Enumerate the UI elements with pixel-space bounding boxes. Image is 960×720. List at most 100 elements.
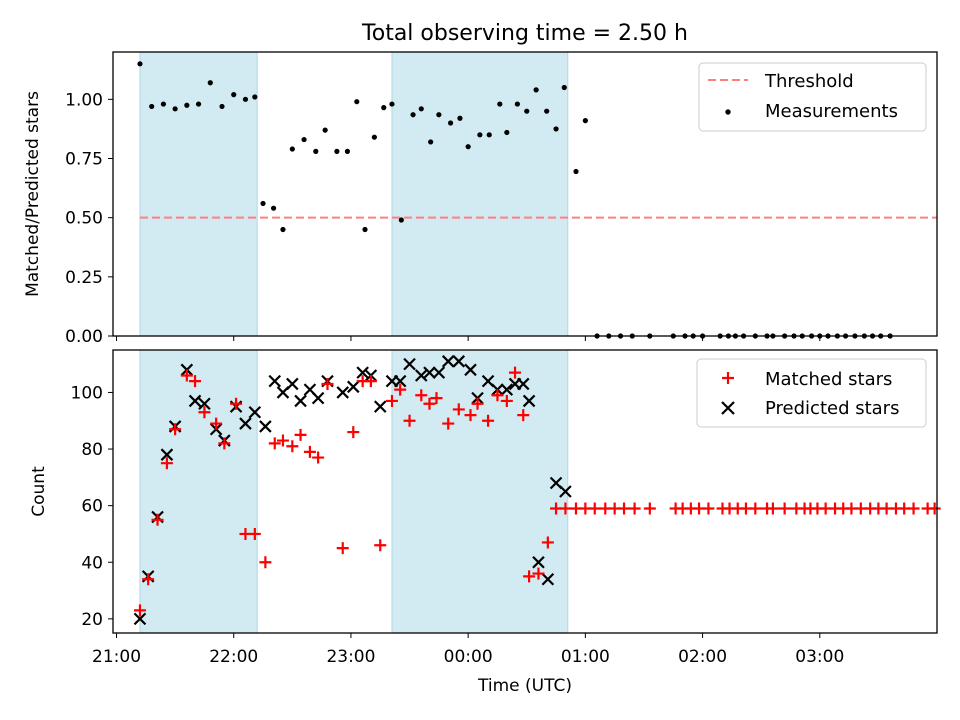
matched-star-marker xyxy=(509,366,522,379)
matched-star-marker xyxy=(532,567,545,580)
measurement-point xyxy=(149,103,155,110)
top-legend-box xyxy=(698,62,927,132)
predicted-star-marker xyxy=(452,355,466,368)
matched-star-marker xyxy=(230,397,243,410)
matched-star-marker xyxy=(588,502,601,515)
measurement-point xyxy=(486,132,492,138)
matched-star-marker xyxy=(749,502,762,515)
bottom-legend-box xyxy=(696,358,927,428)
measurement-point xyxy=(524,108,530,114)
bottom-legend: Matched stars Predicted stars xyxy=(696,358,927,428)
measurement-point xyxy=(207,80,213,86)
measurement-point xyxy=(301,136,307,143)
matched-star-marker xyxy=(364,375,377,388)
top-axes-frame xyxy=(112,51,938,337)
matched-star-marker xyxy=(464,409,477,422)
x-tick-label: 01:00 xyxy=(561,647,610,667)
matched-star-marker xyxy=(259,556,272,569)
top-y-axis-label: Matched/Predicted stars xyxy=(23,91,43,297)
predicted-star-marker xyxy=(522,394,536,408)
top-shaded-intervals xyxy=(139,51,569,337)
measurement-point xyxy=(447,120,454,126)
matched-star-marker xyxy=(643,502,656,515)
x-axis-label: Time (UTC) xyxy=(477,676,572,696)
measurement-point xyxy=(553,126,559,132)
matched-star-marker xyxy=(471,397,484,410)
predicted-star-marker xyxy=(464,363,477,377)
matched-star-marker xyxy=(248,527,261,540)
x-tick-label: 22:00 xyxy=(209,647,258,667)
matched-star-marker xyxy=(218,437,231,450)
top-panel-ratio: 0.00 0.25 0.50 0.75 1.00 Matched/Predicted s… xyxy=(23,51,938,347)
matched-star-marker xyxy=(321,377,334,390)
measurement-point xyxy=(334,148,340,154)
predicted-star-marker xyxy=(414,369,428,382)
y-tick-label: 0.00 xyxy=(65,327,103,347)
predicted-star-marker xyxy=(393,374,407,388)
predicted-legend-swatch xyxy=(721,401,735,415)
predicted-star-marker xyxy=(198,397,211,411)
predicted-star-marker xyxy=(532,555,545,569)
measurement-point xyxy=(184,102,190,108)
y-tick-label: 80 xyxy=(81,440,103,460)
matched-star-marker xyxy=(169,423,182,436)
matched-star-marker xyxy=(452,403,465,416)
observing-interval-shade xyxy=(139,51,258,337)
predicted-star-marker xyxy=(541,572,555,586)
y-tick-label: 60 xyxy=(81,497,103,517)
matched-star-marker xyxy=(907,502,920,515)
bottom-x-axis: 21:00 22:00 23:00 00:00 01:00 02:00 03:00 xyxy=(92,633,844,667)
predicted-star-marker xyxy=(347,380,360,394)
matched-star-marker xyxy=(180,369,193,382)
matched-star-marker xyxy=(286,440,299,453)
y-tick-label: 0.25 xyxy=(65,268,103,288)
matched-star-marker xyxy=(500,394,513,407)
x-tick-label: 23:00 xyxy=(326,647,375,667)
predicted-star-marker xyxy=(286,377,299,391)
measurement-point xyxy=(457,115,463,121)
measurement-point xyxy=(504,129,510,136)
measurement-point xyxy=(172,106,178,112)
matched-star-marker xyxy=(312,451,325,464)
matched-star-marker xyxy=(347,426,360,439)
matched-star-markers xyxy=(133,366,941,617)
measurement-point xyxy=(242,96,249,102)
matched-star-marker xyxy=(303,445,316,458)
matched-star-marker xyxy=(374,539,387,552)
predicted-star-marker xyxy=(441,355,455,368)
threshold-legend-label: Threshold xyxy=(764,71,854,92)
measurement-point xyxy=(231,92,237,98)
top-legend: Threshold Measurements xyxy=(698,62,927,132)
y-tick-label: 100 xyxy=(71,383,103,403)
measurement-point xyxy=(322,127,328,133)
x-tick-label: 02:00 xyxy=(678,647,727,667)
measurement-point xyxy=(428,139,434,145)
measurement-point xyxy=(497,101,503,107)
top-y-axis: 0.00 0.25 0.50 0.75 1.00 xyxy=(65,90,113,347)
measurement-point xyxy=(389,101,395,107)
predicted-star-marker xyxy=(133,612,147,626)
matched-star-marker xyxy=(482,414,495,427)
observing-interval-shade xyxy=(391,51,569,337)
measurement-point xyxy=(195,101,202,107)
matched-star-marker xyxy=(189,375,202,388)
observing-interval-shade xyxy=(139,349,258,634)
predicted-star-marker xyxy=(559,485,572,498)
top-x-ticks xyxy=(116,336,821,341)
measurement-point xyxy=(561,84,567,91)
bottom-y-axis: 20 40 60 80 100 xyxy=(71,383,113,630)
matched-star-marker xyxy=(523,570,536,583)
matched-star-marker xyxy=(559,502,572,515)
measurement-point xyxy=(544,108,550,114)
matched-star-marker xyxy=(423,397,436,410)
matched-star-marker xyxy=(294,428,307,441)
y-tick-label: 0.50 xyxy=(65,209,103,229)
measurement-point xyxy=(344,148,351,154)
observing-interval-shade xyxy=(391,349,569,634)
matched-star-marker xyxy=(133,604,146,617)
bottom-panel-counts: 20 40 60 80 100 21:00 22:00 23:00 00:00 01:00 02:… xyxy=(29,349,941,696)
matched-legend-swatch xyxy=(722,372,734,384)
predicted-star-marker xyxy=(268,374,282,388)
matched-star-marker xyxy=(491,389,504,402)
